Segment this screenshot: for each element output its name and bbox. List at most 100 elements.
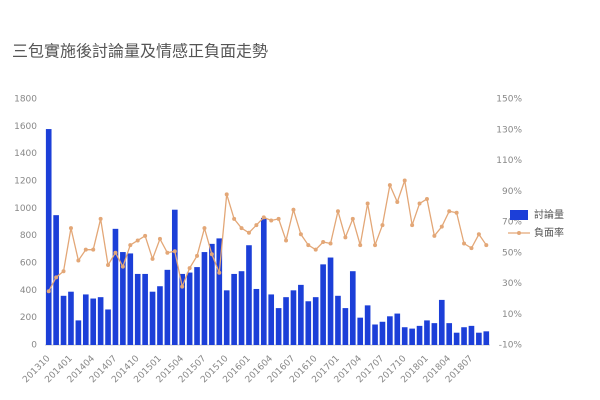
bar <box>120 252 126 345</box>
y-tick-label: 800 <box>20 231 37 241</box>
line-marker <box>180 284 185 289</box>
bar <box>409 328 415 345</box>
line-marker <box>195 253 200 258</box>
line-marker <box>447 209 452 214</box>
bar <box>142 273 148 345</box>
bar <box>290 290 297 345</box>
bar <box>298 284 304 345</box>
bar <box>275 308 282 345</box>
bar <box>216 238 223 345</box>
bar <box>446 323 453 345</box>
line-marker <box>335 209 340 214</box>
bar <box>327 257 334 345</box>
line-marker <box>439 224 444 229</box>
bar <box>209 243 215 345</box>
line-marker <box>291 207 296 212</box>
bar <box>305 301 312 345</box>
line-marker <box>469 246 474 251</box>
y-tick-label: 1800 <box>14 95 37 105</box>
y-tick-label: 1200 <box>14 177 37 187</box>
bar <box>349 271 356 345</box>
line-marker <box>321 239 326 244</box>
bar <box>260 217 267 345</box>
bar <box>461 327 467 345</box>
line-marker <box>76 258 81 263</box>
legend-swatch <box>517 231 521 235</box>
line-marker <box>98 216 103 221</box>
bar <box>387 316 393 345</box>
line-marker <box>202 226 207 231</box>
line-marker <box>209 252 214 257</box>
y2-tick-label: 30% <box>502 279 522 289</box>
bar <box>112 228 119 345</box>
line-marker <box>269 218 274 223</box>
line-marker <box>246 230 251 235</box>
bar <box>105 309 111 345</box>
legend-label: 討論量 <box>534 208 564 221</box>
y2-tick-label: 150% <box>496 95 522 105</box>
bar <box>416 325 423 345</box>
legend-swatch <box>510 210 528 220</box>
line-marker <box>380 223 385 228</box>
bar <box>53 215 59 345</box>
bar <box>201 252 208 345</box>
bar <box>68 291 74 345</box>
line-marker <box>261 215 266 220</box>
chart-title: 三包實施後討論量及情感正負面走勢 <box>12 42 268 61</box>
bar <box>379 321 386 345</box>
y2-tick-label: 10% <box>502 310 522 320</box>
y-tick-label: 1000 <box>14 204 37 214</box>
line-marker <box>113 250 118 255</box>
line-marker <box>224 192 229 197</box>
line-marker <box>350 216 355 221</box>
line-marker <box>402 178 407 183</box>
y2-tick-label: 50% <box>502 248 522 258</box>
bar <box>149 291 156 345</box>
line-marker <box>232 216 237 221</box>
bar <box>97 297 104 345</box>
bar <box>127 253 134 345</box>
y2-tick-label: 110% <box>496 156 522 166</box>
y-tick-label: 0 <box>31 341 37 351</box>
line-marker <box>365 201 370 206</box>
bar <box>357 317 364 345</box>
bar <box>194 267 200 345</box>
line-marker <box>417 201 422 206</box>
line-marker <box>120 264 125 269</box>
legend-label: 負面率 <box>534 226 564 239</box>
bar <box>186 272 193 345</box>
bar <box>394 313 401 345</box>
line-marker <box>143 233 148 238</box>
bar <box>468 325 475 345</box>
line-marker <box>46 289 51 294</box>
line-marker <box>284 238 289 243</box>
bar <box>179 273 186 345</box>
y-tick-label: 1600 <box>14 122 37 132</box>
line-marker <box>128 243 133 248</box>
line-marker <box>68 226 73 231</box>
line-marker <box>187 266 192 271</box>
line-marker <box>165 250 170 255</box>
bar <box>134 273 141 345</box>
line-marker <box>476 232 481 237</box>
bar <box>312 297 319 345</box>
line-marker <box>298 232 303 237</box>
line-marker <box>83 247 88 252</box>
bar <box>231 273 237 345</box>
bar <box>90 298 97 345</box>
line <box>48 180 487 292</box>
line-marker <box>61 269 66 274</box>
bar <box>424 320 430 345</box>
line-marker <box>135 238 140 243</box>
bar <box>223 290 230 345</box>
y2-tick-label: 90% <box>502 187 522 197</box>
y2-tick-label: 130% <box>496 125 522 135</box>
bar <box>453 332 460 345</box>
line-marker <box>276 216 281 221</box>
bar <box>82 294 89 345</box>
line-marker <box>395 200 400 205</box>
bar <box>320 264 326 345</box>
line-marker <box>387 183 392 188</box>
line-marker <box>410 223 415 228</box>
